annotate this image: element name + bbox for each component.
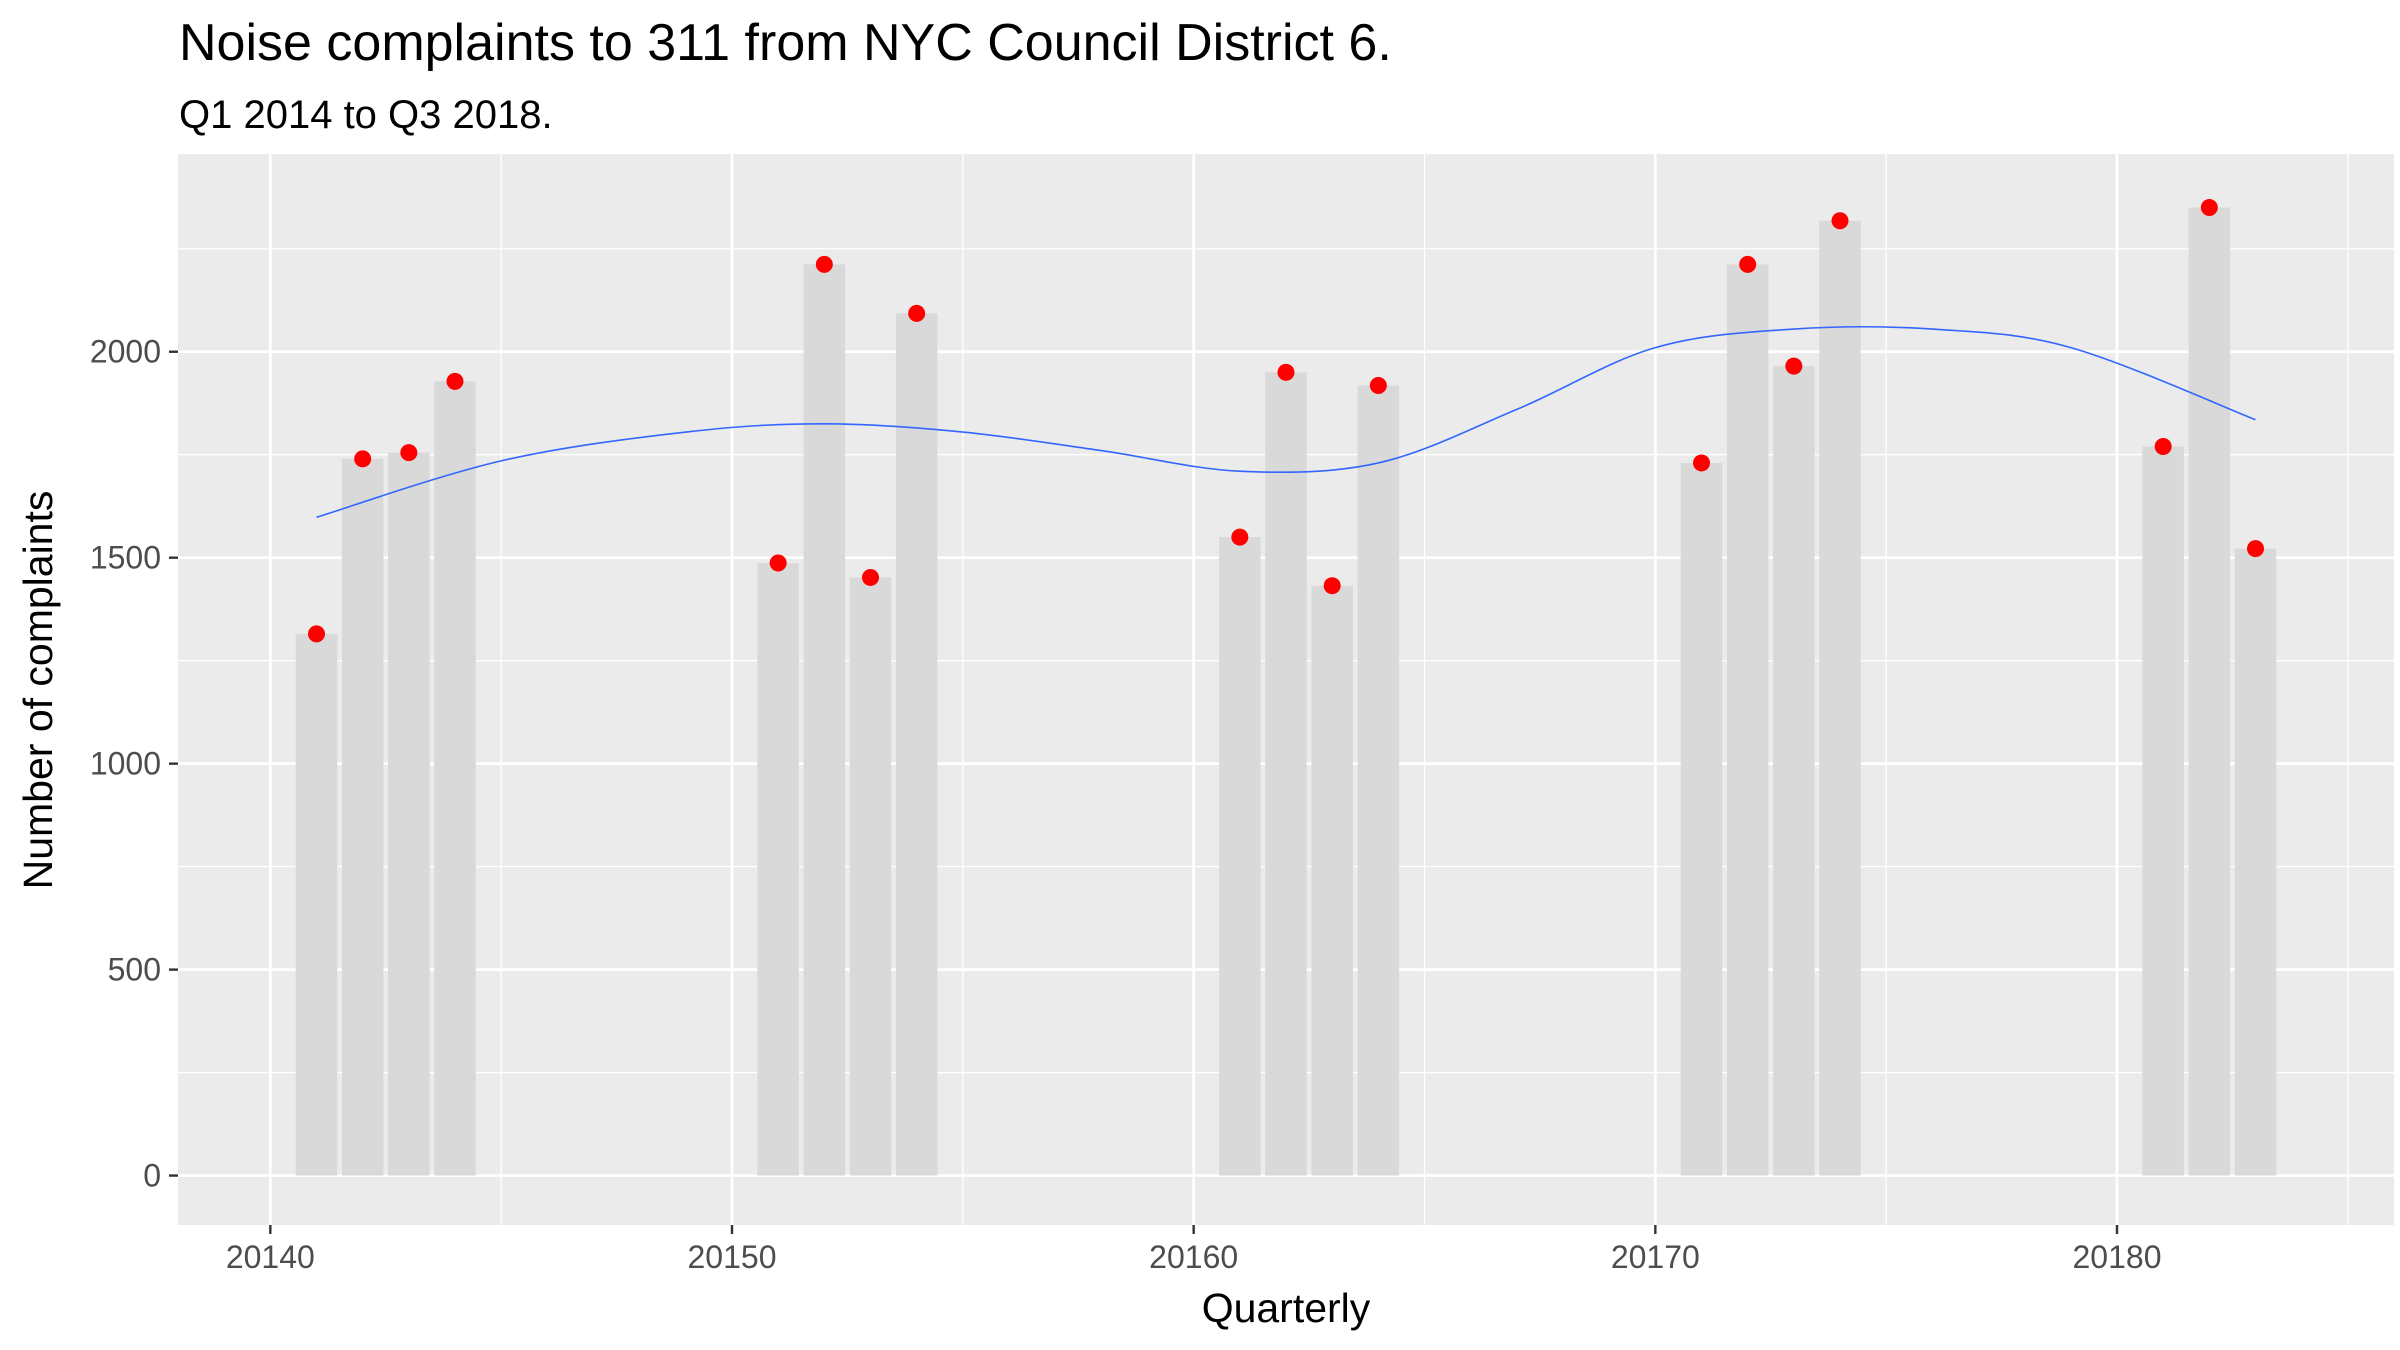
y-axis: 0 500 1000 1500 2000 bbox=[90, 334, 178, 1194]
point bbox=[908, 304, 926, 322]
bar bbox=[1311, 585, 1353, 1176]
bar bbox=[2234, 548, 2277, 1176]
bar bbox=[1819, 220, 1861, 1176]
point bbox=[769, 554, 787, 572]
y-axis-title: Number of complaints bbox=[15, 491, 61, 890]
trend-line bbox=[316, 325, 2256, 519]
point bbox=[1693, 454, 1710, 472]
bar bbox=[434, 381, 476, 1176]
x-tick-label: 20180 bbox=[2073, 1239, 2162, 1275]
chart-title: Noise complaints to 311 from NYC Council… bbox=[179, 14, 1392, 72]
bar bbox=[1265, 372, 1307, 1176]
point bbox=[400, 444, 418, 462]
bar bbox=[849, 577, 892, 1176]
y-tick-label: 500 bbox=[108, 952, 161, 988]
y-tick-label: 2000 bbox=[90, 334, 161, 370]
x-axis: 20140 20150 20160 20170 20180 bbox=[226, 1225, 2162, 1275]
x-tick-label: 20140 bbox=[226, 1239, 315, 1275]
chart-subtitle: Q1 2014 to Q3 2018. bbox=[179, 93, 553, 137]
bars bbox=[295, 207, 2277, 1176]
bar bbox=[1773, 366, 1815, 1176]
point bbox=[862, 568, 879, 586]
x-axis-title: Quarterly bbox=[1202, 1285, 1371, 1331]
x-tick-label: 20170 bbox=[1611, 1239, 1700, 1275]
bar bbox=[2188, 207, 2231, 1176]
point bbox=[1739, 255, 1757, 273]
bar bbox=[757, 563, 799, 1176]
bar bbox=[1357, 385, 1400, 1176]
bar bbox=[895, 313, 938, 1176]
bar bbox=[295, 633, 338, 1176]
point bbox=[1231, 528, 1249, 546]
x-tick-label: 20150 bbox=[688, 1239, 777, 1275]
bar bbox=[388, 452, 430, 1176]
bar bbox=[1680, 462, 1723, 1176]
point bbox=[1369, 377, 1387, 395]
bar bbox=[1726, 264, 1769, 1176]
bar bbox=[803, 264, 846, 1176]
point bbox=[1831, 212, 1849, 230]
point bbox=[2247, 540, 2264, 558]
point bbox=[1785, 357, 1803, 375]
points bbox=[308, 199, 2264, 643]
bar bbox=[2142, 446, 2184, 1176]
x-tick-label: 20160 bbox=[1149, 1239, 1238, 1275]
y-tick-label: 0 bbox=[143, 1158, 161, 1194]
point bbox=[1323, 577, 1341, 595]
bar bbox=[1219, 537, 1261, 1176]
point bbox=[2200, 199, 2218, 217]
bar bbox=[341, 458, 384, 1176]
point bbox=[446, 372, 464, 390]
point bbox=[354, 450, 372, 468]
y-tick-label: 1000 bbox=[90, 746, 161, 782]
point bbox=[308, 625, 325, 643]
point bbox=[2154, 437, 2172, 455]
y-tick-label: 1500 bbox=[90, 540, 161, 576]
point bbox=[1277, 363, 1295, 381]
point bbox=[815, 255, 833, 273]
